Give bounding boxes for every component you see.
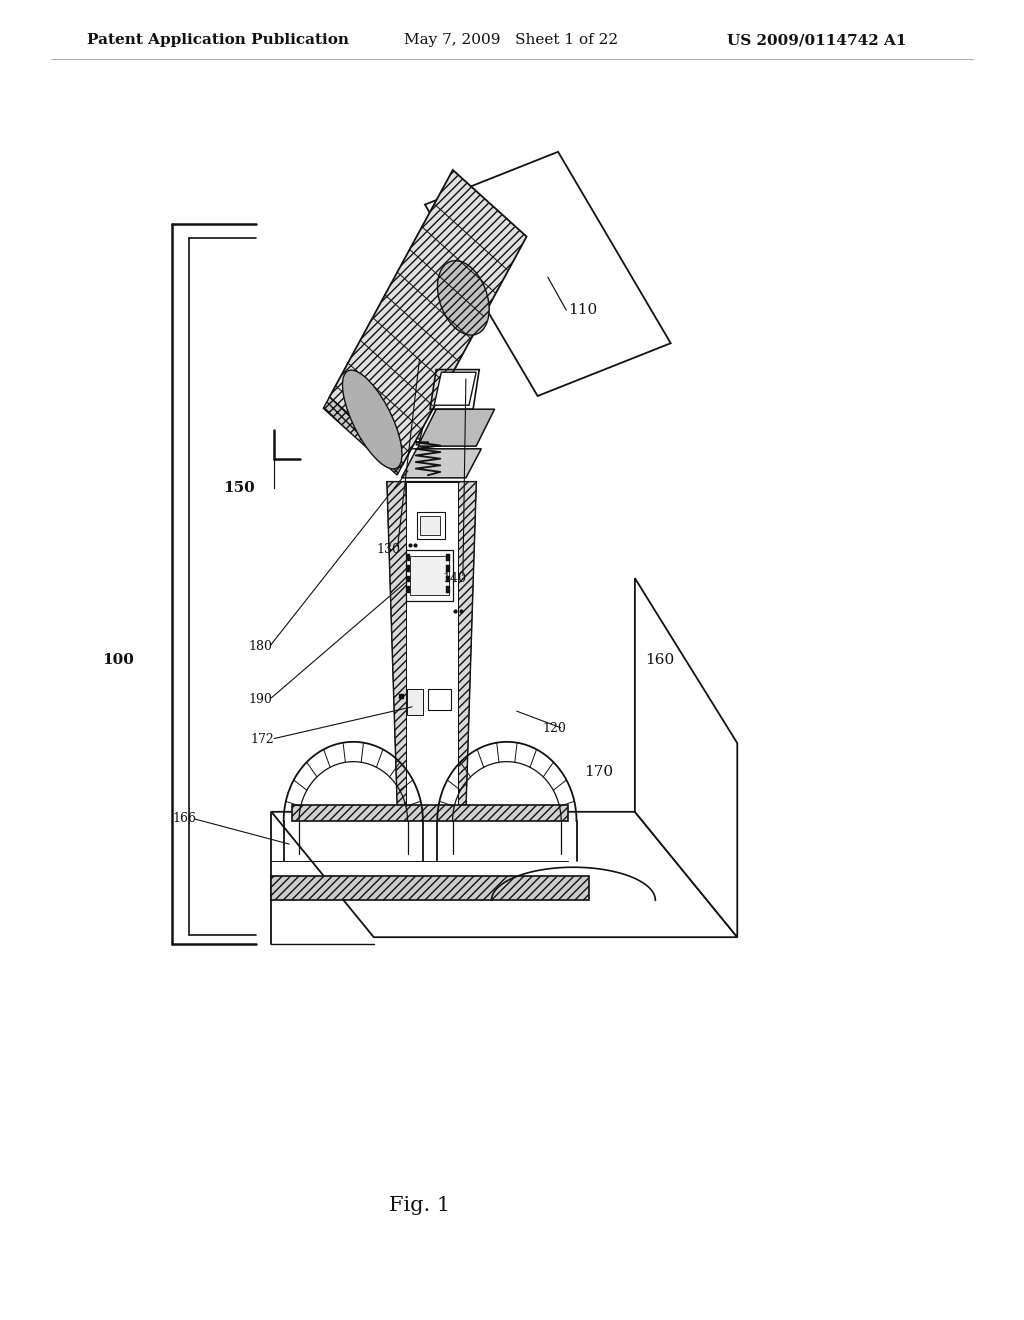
Bar	[407, 554, 410, 561]
Text: Patent Application Publication: Patent Application Publication	[87, 33, 349, 48]
Bar	[407, 565, 410, 572]
Bar	[271, 876, 589, 900]
Bar	[407, 689, 423, 715]
Polygon shape	[447, 482, 476, 805]
Polygon shape	[425, 152, 671, 396]
Text: 130: 130	[377, 543, 400, 556]
Bar	[410, 556, 449, 595]
Bar	[406, 482, 458, 805]
Polygon shape	[401, 449, 481, 478]
Polygon shape	[387, 482, 476, 805]
Text: 190: 190	[249, 693, 272, 706]
Bar	[446, 565, 450, 572]
Text: 166: 166	[172, 812, 196, 825]
Bar	[406, 550, 453, 601]
Text: 180: 180	[249, 640, 272, 653]
Polygon shape	[384, 396, 430, 449]
Polygon shape	[387, 482, 416, 805]
Bar	[417, 512, 445, 539]
Polygon shape	[330, 170, 526, 463]
Bar	[446, 554, 450, 561]
Ellipse shape	[342, 370, 402, 469]
Bar	[420, 516, 440, 535]
Polygon shape	[271, 812, 737, 937]
Polygon shape	[418, 409, 495, 446]
Ellipse shape	[437, 260, 489, 335]
Polygon shape	[635, 578, 737, 937]
Text: Fig. 1: Fig. 1	[389, 1196, 451, 1214]
Bar	[446, 586, 450, 593]
Text: 140: 140	[442, 572, 466, 585]
Text: 150: 150	[223, 482, 255, 495]
Text: 170: 170	[584, 766, 612, 779]
Bar	[407, 576, 410, 582]
Text: 110: 110	[568, 304, 598, 317]
Bar	[428, 689, 451, 710]
Polygon shape	[434, 372, 476, 405]
Polygon shape	[292, 805, 568, 821]
Text: 172: 172	[251, 733, 274, 746]
Text: US 2009/0114742 A1: US 2009/0114742 A1	[727, 33, 906, 48]
Text: May 7, 2009   Sheet 1 of 22: May 7, 2009 Sheet 1 of 22	[404, 33, 618, 48]
Bar	[446, 576, 450, 582]
Polygon shape	[324, 397, 403, 475]
Bar	[407, 586, 410, 593]
Text: 160: 160	[645, 653, 675, 667]
Text: 120: 120	[543, 722, 566, 735]
Text: 100: 100	[102, 653, 134, 667]
